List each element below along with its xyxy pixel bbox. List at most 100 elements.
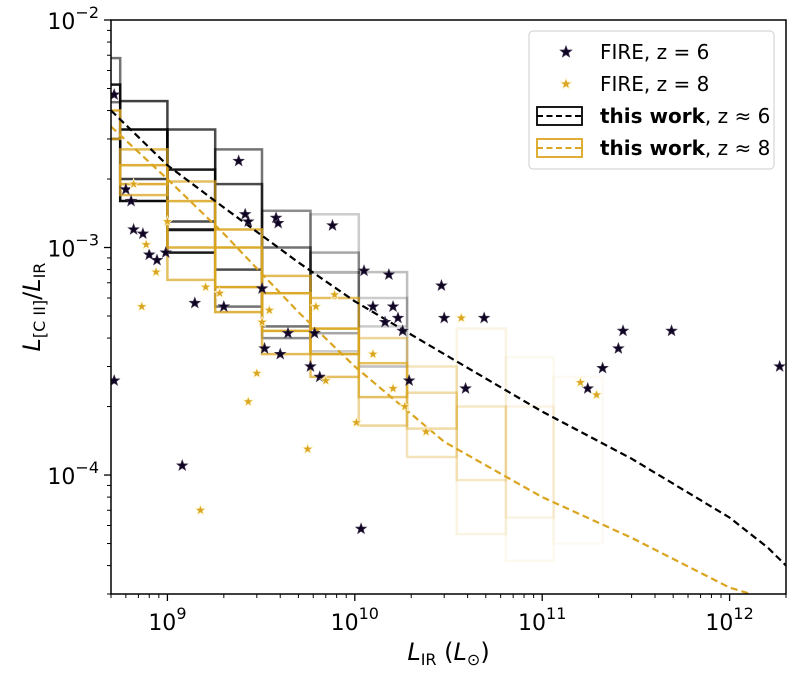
scatter-point: [357, 264, 371, 277]
scatter-point: [159, 245, 173, 258]
histogram-box: [260, 209, 312, 340]
histogram-box: [504, 405, 555, 519]
scatter-point: [194, 503, 207, 516]
legend-label: FIRE, z = 6: [600, 40, 709, 64]
histogram-box: [357, 361, 409, 399]
histogram-box: [213, 148, 264, 308]
scatter-point: [135, 299, 149, 312]
scatter-point: [437, 311, 451, 324]
histogram-box: [455, 405, 508, 482]
scatter-point: [161, 214, 174, 227]
scatter-points-layer: [111, 87, 786, 535]
model-dashed-line: [111, 109, 786, 567]
legend-star-marker: [559, 44, 573, 58]
y-tick-label: 10−2: [47, 3, 99, 35]
plot-frame: [110, 19, 787, 595]
y-tick-label: 10−3: [47, 231, 99, 263]
x-tick-label: 1010: [331, 604, 379, 636]
scatter-point: [459, 381, 472, 394]
scatter-point: [111, 373, 121, 386]
scatter-point: [250, 366, 264, 379]
scatter-point: [238, 207, 252, 220]
scatter-point: [188, 296, 202, 309]
histogram-box: [166, 228, 217, 232]
histogram-box: [455, 327, 508, 536]
scatter-point: [111, 87, 121, 100]
scatter-point: [396, 324, 409, 337]
scatter-point: [258, 341, 271, 354]
scatter-point: [124, 194, 138, 207]
histogram-box: [405, 391, 458, 430]
y-tick-label: 10−4: [47, 458, 99, 490]
scatter-point: [574, 375, 587, 388]
legend: FIRE, z = 6 FIRE, z = 8 this work, z ≈ 6 th…: [528, 30, 775, 170]
scatter-point: [382, 267, 396, 281]
histogram-box: [118, 99, 169, 181]
scatter-point: [232, 154, 245, 167]
scatter-point: [616, 324, 630, 337]
scatter-point: [402, 373, 416, 386]
histogram-box: [213, 182, 264, 271]
scatter-point: [319, 373, 333, 386]
histogram-box: [260, 274, 312, 356]
histogram-box: [166, 128, 217, 223]
scatter-point: [386, 381, 400, 394]
scatter-point: [255, 315, 269, 328]
scatter-point: [419, 425, 433, 438]
scatter-point: [139, 237, 153, 250]
scatter-point: [199, 280, 212, 293]
legend-box: [528, 30, 775, 170]
scatter-point: [326, 218, 339, 231]
scatter-point: [612, 341, 625, 354]
x-axis-label: LIR (L⊙): [407, 638, 489, 669]
scatter-point: [391, 311, 405, 324]
histogram-box: [309, 327, 361, 356]
scatter-point: [665, 324, 678, 337]
scatter-point: [581, 381, 595, 394]
legend-label: FIRE, z = 8: [600, 72, 709, 96]
scatter-point: [590, 388, 603, 401]
scatter-point: [313, 370, 327, 383]
histogram-box: [260, 246, 312, 328]
legend-star-marker: [559, 76, 573, 90]
scatter-point: [435, 278, 448, 291]
y-axis-label: L[C II]/LIR: [18, 263, 49, 352]
legend-label: this work, z ≈ 8: [600, 136, 770, 160]
histogram-box: [111, 109, 122, 141]
histogram-box: [504, 355, 555, 563]
scatter-point: [596, 361, 609, 374]
scatter-point: [366, 299, 380, 312]
scatter-point: [217, 299, 231, 312]
scatter-point: [255, 281, 269, 294]
x-tick-label: 1011: [518, 604, 566, 636]
scatter-point: [477, 311, 491, 324]
scatter-point: [149, 265, 163, 278]
histogram-box: [111, 56, 122, 104]
scatter-point: [127, 222, 140, 235]
scatter-point: [273, 347, 287, 360]
axis-ticks-layer: 109 1010 1011 1012 10−4 10−3 10−2: [47, 3, 787, 636]
histogram-box: [309, 270, 361, 274]
scatter-point: [150, 253, 164, 266]
box-histogram-layer: [111, 56, 604, 563]
x-tick-label: 109: [148, 604, 186, 636]
scatter-point: [301, 442, 314, 455]
scatter-point: [366, 347, 380, 360]
histogram-box: [213, 246, 264, 289]
scatter-point: [350, 415, 363, 428]
scatter-point: [386, 299, 400, 312]
scatter-point: [127, 177, 140, 190]
scatter-point: [119, 182, 133, 195]
scatter-point: [175, 458, 189, 471]
scatter-point: [454, 311, 468, 324]
scatter-point: [241, 214, 255, 227]
scatter-point: [398, 399, 412, 412]
histogram-box: [118, 163, 169, 186]
scatter-point: [378, 315, 392, 328]
x-tick-label: 1012: [705, 604, 753, 636]
model-lines-layer: [111, 109, 786, 594]
scatter-point: [269, 211, 283, 224]
scatter-point: [773, 359, 786, 372]
model-dashed-line: [111, 125, 752, 594]
